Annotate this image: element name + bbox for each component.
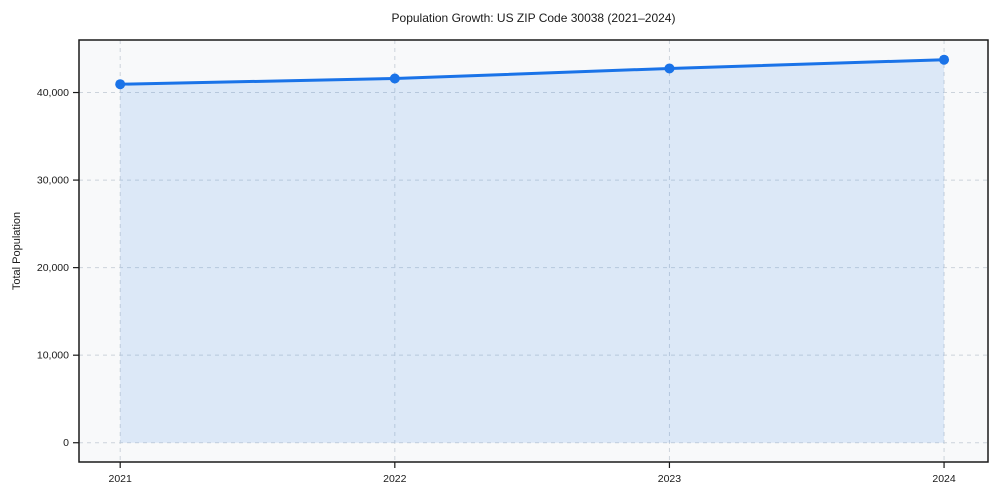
chart-title: Population Growth: US ZIP Code 30038 (20… xyxy=(391,11,676,25)
series-line xyxy=(118,58,946,86)
data-point-marker xyxy=(939,54,950,65)
x-tick-label: 2023 xyxy=(658,473,682,485)
series-area-fill xyxy=(120,59,945,443)
y-tick-label: 20,000 xyxy=(37,262,69,274)
data-point-marker xyxy=(115,79,126,90)
data-point-marker xyxy=(664,63,675,74)
data-point-marker xyxy=(389,73,400,84)
y-tick-label: 40,000 xyxy=(37,87,69,99)
plot-border xyxy=(78,39,989,463)
y-axis-label: Total Population xyxy=(11,211,23,291)
x-tick-label: 2021 xyxy=(109,473,133,485)
y-tick-label: 10,000 xyxy=(37,350,69,362)
y-tick-label: 0 xyxy=(63,437,69,449)
x-tick-label: 2022 xyxy=(383,473,407,485)
plot-background xyxy=(79,40,988,462)
x-tick-label: 2024 xyxy=(932,473,956,485)
y-tick-label: 30,000 xyxy=(37,175,69,187)
